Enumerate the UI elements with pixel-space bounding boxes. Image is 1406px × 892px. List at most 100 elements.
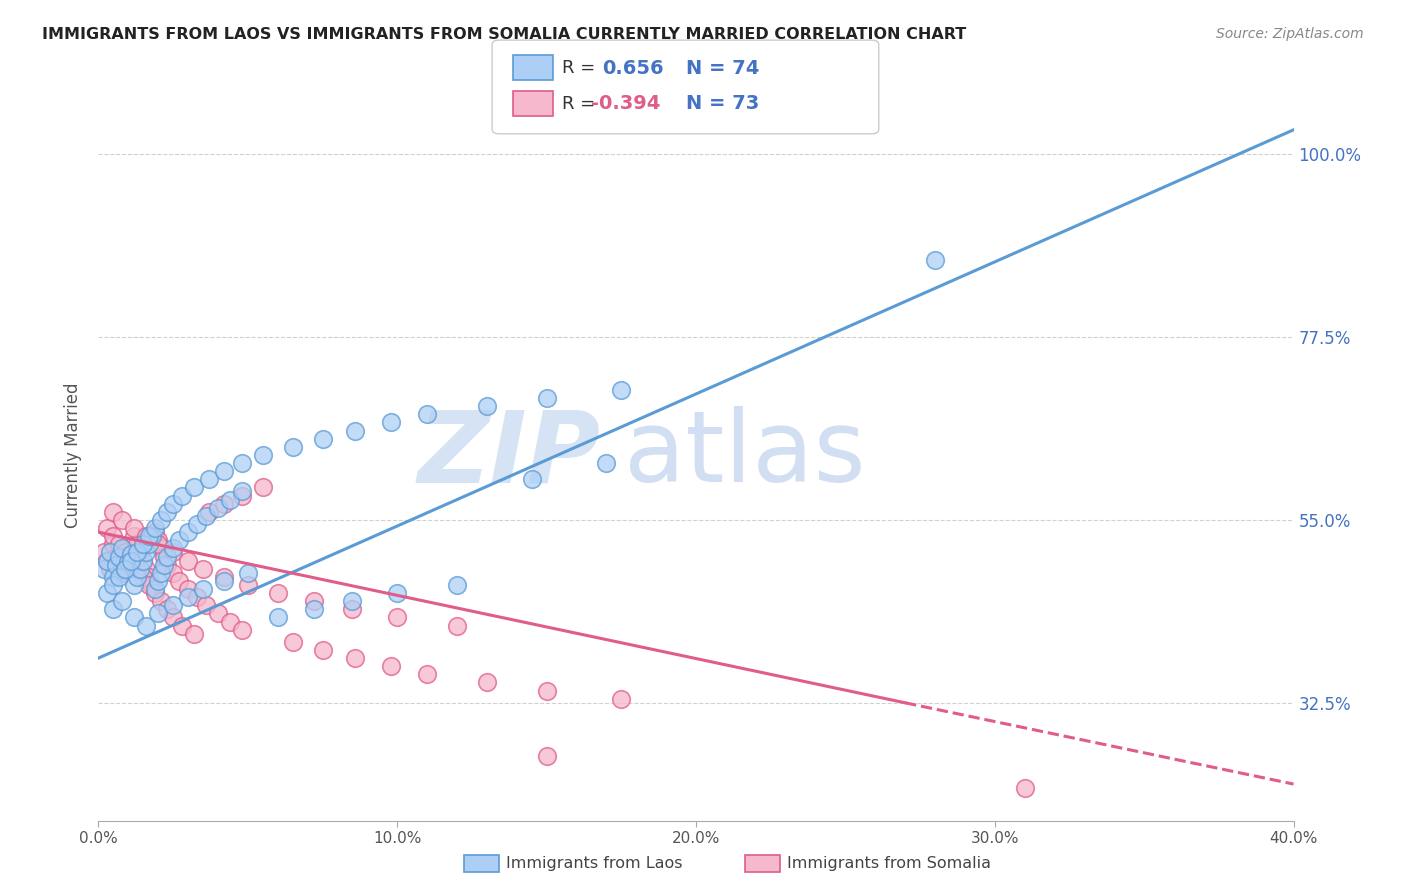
Point bbox=[93, 545, 115, 559]
Point bbox=[281, 635, 304, 649]
Point bbox=[212, 574, 235, 588]
Point bbox=[96, 586, 118, 600]
Point bbox=[111, 541, 134, 556]
Point bbox=[150, 594, 173, 608]
Point bbox=[135, 529, 157, 543]
Point bbox=[124, 521, 146, 535]
Point bbox=[231, 456, 253, 470]
Point bbox=[150, 513, 173, 527]
Point bbox=[344, 651, 367, 665]
Point bbox=[380, 659, 402, 673]
Point bbox=[117, 555, 139, 569]
Point bbox=[132, 570, 155, 584]
Point bbox=[98, 545, 122, 559]
Point bbox=[114, 544, 136, 558]
Point bbox=[129, 545, 152, 559]
Point bbox=[120, 560, 142, 574]
Point bbox=[108, 549, 131, 564]
Point bbox=[183, 626, 205, 640]
Point bbox=[135, 618, 157, 632]
Point bbox=[124, 610, 146, 624]
Point bbox=[93, 562, 115, 576]
Point bbox=[311, 643, 333, 657]
Point bbox=[127, 562, 149, 576]
Text: atlas: atlas bbox=[624, 407, 866, 503]
Text: N = 73: N = 73 bbox=[686, 95, 759, 113]
Point bbox=[281, 440, 304, 454]
Point bbox=[311, 432, 333, 446]
Point bbox=[1014, 781, 1036, 796]
Point bbox=[167, 574, 190, 588]
Point bbox=[446, 618, 468, 632]
Point bbox=[127, 537, 149, 551]
Point bbox=[103, 505, 125, 519]
Point bbox=[219, 615, 242, 629]
Point bbox=[153, 549, 176, 564]
Point bbox=[195, 599, 218, 613]
Point bbox=[167, 533, 190, 548]
Point bbox=[219, 492, 242, 507]
Text: R =: R = bbox=[562, 95, 596, 113]
Point bbox=[195, 508, 218, 523]
Point bbox=[138, 570, 160, 584]
Point bbox=[536, 683, 558, 698]
Point bbox=[117, 552, 139, 566]
Point bbox=[111, 566, 134, 580]
Point bbox=[177, 553, 200, 567]
Point bbox=[342, 602, 364, 616]
Point bbox=[108, 558, 131, 572]
Point bbox=[96, 553, 118, 567]
Point bbox=[416, 407, 439, 421]
Point bbox=[148, 607, 170, 621]
Point bbox=[148, 574, 170, 588]
Point bbox=[198, 472, 221, 486]
Point bbox=[150, 566, 173, 580]
Text: Immigrants from Somalia: Immigrants from Somalia bbox=[787, 856, 991, 871]
Point bbox=[162, 599, 184, 613]
Point bbox=[105, 549, 128, 564]
Point bbox=[114, 563, 136, 577]
Point bbox=[135, 545, 157, 559]
Point bbox=[162, 497, 184, 511]
Point bbox=[103, 529, 125, 543]
Point bbox=[124, 529, 146, 543]
Point bbox=[143, 525, 166, 540]
Point bbox=[595, 456, 617, 470]
Point bbox=[111, 594, 134, 608]
Point bbox=[191, 582, 214, 596]
Point bbox=[536, 391, 558, 405]
Point bbox=[302, 594, 325, 608]
Point bbox=[236, 578, 259, 592]
Point bbox=[385, 586, 409, 600]
Point bbox=[212, 570, 235, 584]
Point bbox=[103, 602, 125, 616]
Point bbox=[132, 553, 155, 567]
Point bbox=[342, 594, 364, 608]
Point bbox=[207, 500, 229, 515]
Point bbox=[132, 553, 155, 567]
Point bbox=[252, 480, 274, 494]
Point bbox=[212, 464, 235, 478]
Point bbox=[172, 489, 194, 503]
Text: R =: R = bbox=[562, 60, 607, 78]
Point bbox=[380, 416, 402, 430]
Point bbox=[120, 553, 142, 567]
Point bbox=[610, 691, 633, 706]
Point bbox=[198, 505, 221, 519]
Point bbox=[132, 537, 155, 551]
Point bbox=[103, 537, 125, 551]
Point bbox=[135, 562, 157, 576]
Point bbox=[416, 667, 439, 681]
Point bbox=[108, 537, 131, 551]
Point bbox=[141, 529, 163, 543]
Point bbox=[138, 529, 160, 543]
Point bbox=[177, 582, 200, 596]
Point bbox=[120, 553, 142, 567]
Point bbox=[96, 553, 118, 567]
Point bbox=[127, 570, 149, 584]
Point bbox=[162, 566, 184, 580]
Point bbox=[114, 562, 136, 576]
Point bbox=[191, 562, 214, 576]
Point bbox=[183, 480, 205, 494]
Point bbox=[96, 521, 118, 535]
